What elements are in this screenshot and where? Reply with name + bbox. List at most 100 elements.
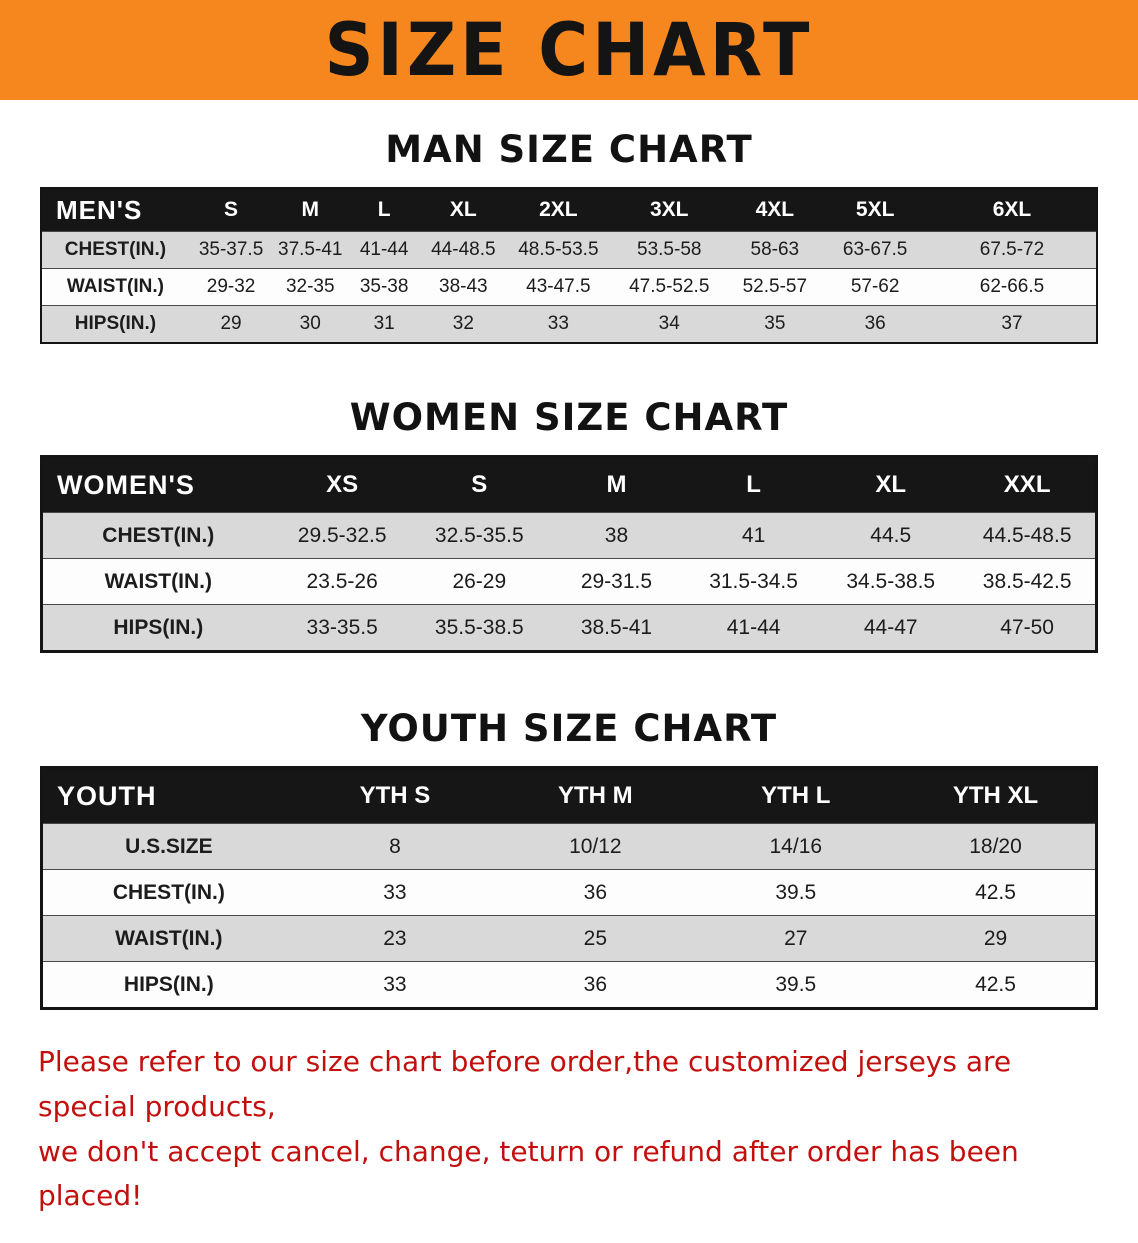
women-size-table: WOMEN'S XS S M L XL XXL CHEST(IN.) 29.5-… xyxy=(40,455,1098,653)
table-row: HIPS(IN.) 33-35.5 35.5-38.5 38.5-41 41-4… xyxy=(41,604,1097,652)
table-row: CHEST(IN.) 29.5-32.5 32.5-35.5 38 41 44.… xyxy=(41,512,1097,559)
row-label: WAIST(IN.) xyxy=(104,569,212,593)
row-label: HIPS(IN.) xyxy=(113,615,204,639)
table-cell: 23 xyxy=(383,926,407,950)
table-cell: 27 xyxy=(784,926,808,950)
men-col-header: 4XL xyxy=(755,198,795,221)
row-label: CHEST(IN.) xyxy=(102,523,215,547)
table-cell: 35.5-38.5 xyxy=(434,615,524,639)
table-cell: 37.5-41 xyxy=(278,239,343,260)
women-col-header: XL xyxy=(875,471,907,498)
table-cell: 38 xyxy=(604,523,629,547)
table-cell: 29 xyxy=(220,313,242,334)
row-label: CHEST(IN.) xyxy=(64,239,167,260)
men-col-header: XL xyxy=(449,198,477,221)
footer-note-line2: we don't accept cancel, change, teturn o… xyxy=(38,1134,1019,1213)
table-cell: 63-67.5 xyxy=(842,239,908,260)
men-col-header: 3XL xyxy=(649,198,689,221)
men-col-header: 2XL xyxy=(539,198,578,221)
youth-col-header: YTH S xyxy=(359,782,431,809)
table-cell: 62-66.5 xyxy=(979,276,1045,297)
table-cell: 31.5-34.5 xyxy=(709,569,798,593)
youth-size-table: YOUTH YTH S YTH M YTH L YTH XL U.S.SIZE … xyxy=(40,766,1098,1010)
table-cell: 18/20 xyxy=(969,834,1022,858)
table-cell: 39.5 xyxy=(775,972,817,996)
table-cell: 44-48.5 xyxy=(431,239,496,260)
men-col-header: 5XL xyxy=(855,198,895,221)
table-cell: 47-50 xyxy=(1000,615,1054,639)
table-row: WAIST(IN.) 29-32 32-35 35-38 38-43 43-47… xyxy=(41,268,1097,306)
table-cell: 33 xyxy=(547,313,569,334)
table-cell: 41-44 xyxy=(726,615,781,639)
table-cell: 35 xyxy=(764,313,786,334)
table-cell: 42.5 xyxy=(975,972,1016,996)
table-cell: 29 xyxy=(983,926,1008,950)
men-col-header: M xyxy=(301,198,320,221)
men-header-row: MEN'S S M L XL 2XL 3XL 4XL 5XL 6XL xyxy=(41,188,1097,232)
women-size-chart-heading: WOMEN SIZE CHART xyxy=(349,396,789,439)
table-row: U.S.SIZE 8 10/12 14/16 18/20 xyxy=(41,823,1097,870)
page-title: SIZE CHART xyxy=(324,7,814,93)
man-size-chart-heading: MAN SIZE CHART xyxy=(385,128,753,171)
table-cell: 34.5-38.5 xyxy=(846,569,936,593)
table-cell: 29.5-32.5 xyxy=(297,523,387,547)
row-label: WAIST(IN.) xyxy=(66,276,164,297)
table-cell: 41 xyxy=(741,523,766,547)
table-cell: 23.5-26 xyxy=(306,569,378,593)
table-cell: 32-35 xyxy=(285,276,335,297)
youth-header-row: YOUTH YTH S YTH M YTH L YTH XL xyxy=(41,767,1097,824)
table-cell: 38.5-41 xyxy=(580,615,653,639)
men-table-corner-label: MEN'S xyxy=(56,194,143,225)
table-cell: 36 xyxy=(583,972,608,996)
table-cell: 29-32 xyxy=(206,276,256,297)
table-cell: 52.5-57 xyxy=(742,276,808,297)
table-cell: 8 xyxy=(389,834,401,858)
row-label: U.S.SIZE xyxy=(125,834,213,858)
row-label: HIPS(IN.) xyxy=(123,972,214,996)
women-col-header: S xyxy=(471,471,488,498)
table-cell: 44-47 xyxy=(863,615,918,639)
table-cell: 35-38 xyxy=(359,276,409,297)
table-cell: 32 xyxy=(452,313,474,334)
row-label: WAIST(IN.) xyxy=(115,926,223,950)
table-cell: 36 xyxy=(864,313,886,334)
table-cell: 31 xyxy=(373,313,395,334)
table-row: CHEST(IN.) 33 36 39.5 42.5 xyxy=(41,869,1097,916)
banner: SIZE CHART xyxy=(0,0,1138,100)
men-col-header: S xyxy=(224,198,239,221)
table-cell: 39.5 xyxy=(775,880,817,904)
table-cell: 43-47.5 xyxy=(526,276,591,297)
table-cell: 30 xyxy=(299,313,321,334)
table-row: HIPS(IN.) 29 30 31 32 33 34 35 36 37 xyxy=(41,305,1097,343)
table-cell: 44.5-48.5 xyxy=(982,523,1072,547)
table-cell: 29-31.5 xyxy=(580,569,653,593)
youth-size-chart-heading: YOUTH SIZE CHART xyxy=(360,707,778,750)
women-col-header: L xyxy=(746,471,761,498)
footer-note-line1: Please refer to our size chart before or… xyxy=(38,1045,1012,1123)
table-cell: 53.5-58 xyxy=(637,239,702,260)
footer-note: Please refer to our size chart before or… xyxy=(0,1040,1138,1243)
row-label: HIPS(IN.) xyxy=(74,313,157,334)
table-cell: 58-63 xyxy=(750,239,800,260)
women-col-header: M xyxy=(606,471,627,498)
table-row: WAIST(IN.) 23.5-26 26-29 29-31.5 31.5-34… xyxy=(41,558,1097,605)
table-cell: 67.5-72 xyxy=(979,239,1045,260)
table-cell: 57-62 xyxy=(850,276,900,297)
table-cell: 37 xyxy=(1001,313,1023,334)
table-cell: 47.5-52.5 xyxy=(629,276,710,297)
table-cell: 33 xyxy=(383,972,407,996)
youth-col-header: YTH M xyxy=(558,782,633,809)
table-cell: 44.5 xyxy=(870,523,912,547)
row-label: CHEST(IN.) xyxy=(112,880,225,904)
women-col-header: XXL xyxy=(1003,471,1051,498)
table-row: WAIST(IN.) 23 25 27 29 xyxy=(41,915,1097,962)
women-table-corner-label: WOMEN'S xyxy=(57,469,195,500)
table-cell: 25 xyxy=(583,926,608,950)
table-cell: 36 xyxy=(583,880,608,904)
table-row: HIPS(IN.) 33 36 39.5 42.5 xyxy=(41,961,1097,1009)
men-col-header: L xyxy=(377,198,391,221)
table-cell: 32.5-35.5 xyxy=(434,523,524,547)
women-header-row: WOMEN'S XS S M L XL XXL xyxy=(41,456,1097,513)
table-cell: 41-44 xyxy=(359,239,409,260)
men-size-table: MEN'S S M L XL 2XL 3XL 4XL 5XL 6XL CHEST… xyxy=(40,187,1098,344)
